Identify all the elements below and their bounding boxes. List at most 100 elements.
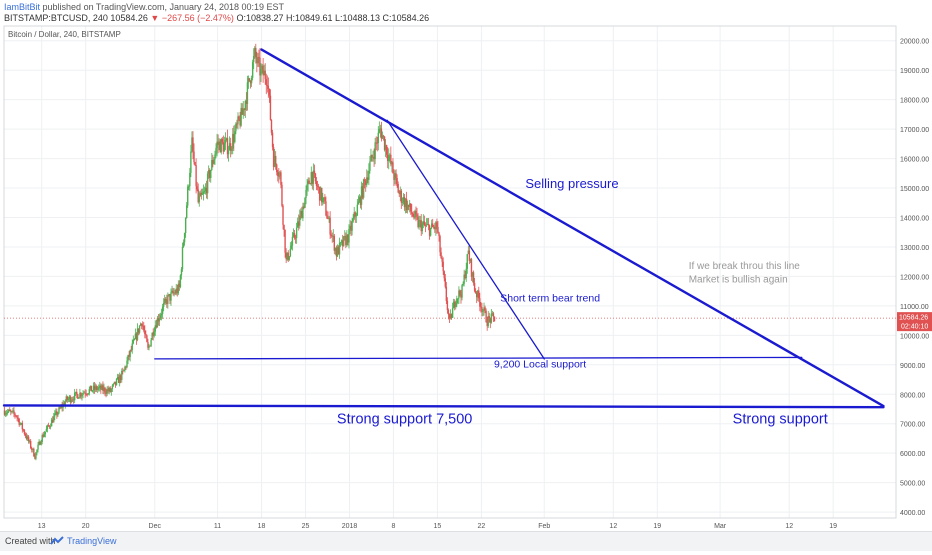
- candle-body: [104, 387, 106, 393]
- candle-body: [268, 88, 271, 96]
- candle-body: [393, 173, 395, 180]
- candle-body: [110, 389, 113, 392]
- candle-body: [458, 290, 460, 299]
- candle-body: [97, 388, 99, 390]
- y-tick-label: 12000.00: [900, 274, 929, 281]
- candle-body: [8, 409, 10, 412]
- candle-body: [363, 179, 366, 181]
- candle-body: [315, 181, 318, 187]
- candle-body: [15, 415, 17, 417]
- candle-body: [455, 303, 457, 307]
- candle-body: [108, 387, 110, 392]
- candle-body: [18, 418, 20, 425]
- candle-body: [462, 283, 464, 286]
- candle-body: [95, 386, 98, 390]
- candle-body: [424, 224, 427, 226]
- candle-body: [415, 211, 417, 215]
- candle-body: [314, 173, 317, 182]
- candle-body: [366, 177, 368, 186]
- candle-body: [144, 330, 146, 335]
- candle-body: [489, 318, 492, 323]
- candle-body: [98, 387, 100, 389]
- candle-body: [139, 323, 142, 326]
- candle-body: [307, 180, 309, 185]
- candle-body: [11, 411, 13, 412]
- candle-body: [164, 298, 166, 303]
- candle-body: [45, 428, 48, 432]
- candle-body: [240, 107, 242, 126]
- candle-body: [358, 197, 361, 202]
- candle-body: [124, 366, 126, 370]
- candle-body: [202, 192, 205, 194]
- candle-body: [158, 318, 161, 322]
- candle-body: [236, 123, 238, 125]
- strong-support-line: [2, 404, 885, 409]
- bar-countdown-label: 02:40:10: [901, 324, 928, 331]
- candle-body: [274, 155, 277, 165]
- x-tick-label: 12: [609, 523, 617, 530]
- candle-body: [17, 417, 19, 419]
- candle-body: [64, 401, 66, 406]
- candle-body: [36, 449, 38, 453]
- candle-body: [25, 435, 28, 439]
- candle-body: [289, 248, 292, 257]
- candle-body: [254, 47, 256, 56]
- author-link[interactable]: IamBitBit: [4, 2, 41, 12]
- candle-body: [166, 299, 168, 304]
- candle-body: [161, 306, 164, 314]
- candle-body: [272, 147, 275, 167]
- candle-body: [65, 396, 67, 402]
- candle-body: [331, 235, 333, 237]
- candle-body: [344, 236, 346, 237]
- candle-body: [280, 172, 282, 185]
- candle-body: [349, 225, 351, 229]
- candle-body: [195, 165, 197, 187]
- chart-title: Bitcoin / Dollar, 240, BITSTAMP: [8, 30, 121, 39]
- candle-body: [318, 186, 321, 201]
- y-tick-label: 5000.00: [900, 481, 925, 488]
- candle-body: [94, 386, 97, 390]
- x-tick-label: 12: [785, 523, 793, 530]
- candle-body: [468, 250, 471, 261]
- candle-body: [413, 216, 415, 218]
- candle-body: [87, 393, 89, 395]
- candle-body: [316, 186, 319, 187]
- candle-body: [21, 422, 24, 430]
- candle-body: [92, 385, 95, 391]
- candle-body: [362, 179, 365, 198]
- candle-body: [354, 212, 356, 217]
- candle-body: [131, 343, 133, 351]
- candle-body: [265, 79, 267, 85]
- candle-body: [482, 310, 484, 312]
- candle-body: [70, 400, 73, 403]
- candle-body: [285, 252, 287, 260]
- candle-body: [89, 385, 92, 390]
- candle-body: [90, 385, 93, 392]
- candle-body: [237, 116, 239, 125]
- candle-body: [488, 316, 490, 319]
- candle-body: [478, 290, 480, 299]
- candle-body: [339, 242, 342, 244]
- candle-body: [370, 154, 372, 162]
- candle-body: [382, 135, 385, 137]
- y-tick-label: 20000.00: [900, 39, 929, 46]
- candle-body: [137, 328, 140, 333]
- x-tick-label: Dec: [149, 523, 162, 530]
- candle-body: [303, 206, 305, 208]
- published-info: published on TradingView.com, January 24…: [42, 2, 285, 12]
- candle-body: [414, 211, 416, 218]
- footer-bar: Created with TradingView: [0, 531, 932, 551]
- x-tick-label: 15: [434, 523, 442, 530]
- candle-body: [264, 70, 266, 80]
- candle-body: [205, 187, 208, 194]
- candle-body: [450, 314, 453, 318]
- candle-body: [73, 392, 76, 401]
- candle-body: [220, 138, 222, 153]
- candle-body: [445, 286, 448, 301]
- tradingview-brand-link[interactable]: TradingView: [67, 536, 117, 546]
- candle-body: [194, 162, 196, 166]
- x-tick-label: 19: [653, 523, 661, 530]
- candle-body: [78, 397, 80, 399]
